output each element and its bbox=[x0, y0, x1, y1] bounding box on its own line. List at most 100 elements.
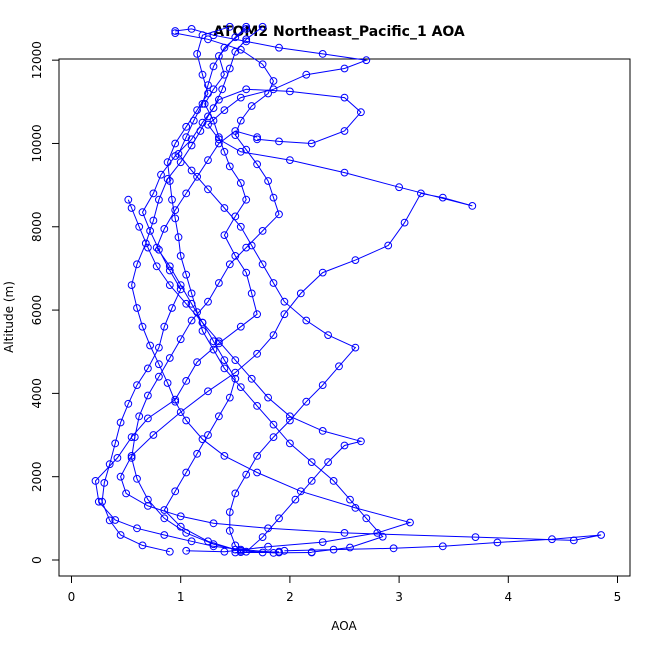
data-point bbox=[168, 304, 176, 312]
data-point bbox=[247, 241, 256, 250]
data-point bbox=[597, 531, 605, 539]
data-point bbox=[258, 533, 267, 541]
data-point bbox=[242, 145, 251, 154]
data-point bbox=[135, 412, 144, 421]
data-point bbox=[242, 243, 251, 252]
data-point bbox=[187, 25, 196, 33]
data-point bbox=[340, 127, 349, 135]
data-point bbox=[187, 316, 196, 325]
data-point bbox=[127, 281, 136, 290]
data-point bbox=[384, 241, 393, 250]
data-point bbox=[215, 135, 223, 144]
data-point bbox=[215, 337, 223, 346]
data-point bbox=[220, 364, 229, 373]
data-point bbox=[253, 468, 262, 477]
data-point bbox=[253, 349, 262, 358]
data-point bbox=[130, 433, 139, 442]
data-point bbox=[155, 245, 163, 254]
data-point bbox=[438, 193, 447, 202]
data-point bbox=[160, 514, 169, 523]
x-axis: 0 1 2 3 4 5 bbox=[68, 575, 621, 604]
data-point bbox=[324, 458, 333, 467]
data-point bbox=[176, 335, 185, 344]
data-point bbox=[187, 166, 196, 175]
data-point bbox=[152, 243, 161, 252]
data-point bbox=[471, 533, 480, 541]
data-point bbox=[395, 183, 404, 192]
data-point bbox=[182, 122, 191, 131]
data-point bbox=[165, 262, 174, 271]
data-point bbox=[548, 535, 556, 544]
data-point bbox=[280, 546, 289, 555]
data-point bbox=[155, 360, 163, 369]
data-point bbox=[242, 37, 251, 46]
data-point bbox=[198, 70, 207, 79]
y-tick-label: 4000 bbox=[30, 378, 44, 409]
data-point bbox=[335, 362, 343, 371]
chart-title: ATOM2 Northeast_Pacific_1 AOA bbox=[213, 24, 465, 40]
data-point bbox=[220, 147, 229, 156]
data-point bbox=[165, 281, 174, 290]
data-series bbox=[163, 22, 387, 556]
data-point bbox=[152, 262, 161, 271]
data-point bbox=[204, 112, 212, 121]
data-point bbox=[247, 102, 256, 110]
data-point bbox=[187, 537, 196, 546]
data-point bbox=[231, 489, 240, 498]
data-point bbox=[264, 542, 273, 551]
data-point bbox=[362, 56, 371, 65]
data-point bbox=[165, 354, 174, 362]
data-point bbox=[204, 297, 212, 306]
data-point bbox=[264, 177, 273, 185]
data-point bbox=[165, 177, 174, 185]
data-point bbox=[144, 502, 152, 510]
data-point bbox=[286, 87, 294, 96]
data-point bbox=[242, 22, 251, 31]
data-point bbox=[220, 106, 229, 114]
data-point bbox=[171, 397, 180, 406]
data-point bbox=[236, 548, 245, 556]
data-point bbox=[307, 139, 316, 148]
data-point bbox=[91, 477, 100, 485]
data-point bbox=[176, 512, 185, 521]
data-point bbox=[247, 374, 256, 383]
data-point bbox=[193, 449, 202, 458]
data-point bbox=[302, 70, 311, 79]
data-point bbox=[165, 547, 174, 556]
y-axis: 0 2000 4000 6000 8000 10000 12000 bbox=[30, 41, 60, 564]
data-point bbox=[160, 322, 169, 331]
data-series bbox=[91, 22, 283, 557]
data-point bbox=[127, 204, 136, 212]
data-point bbox=[144, 495, 152, 504]
data-point bbox=[225, 162, 234, 171]
y-axis-label: Altitude (m) bbox=[2, 281, 16, 353]
data-point bbox=[215, 95, 223, 104]
data-point bbox=[231, 368, 240, 377]
data-point bbox=[275, 514, 283, 523]
data-point bbox=[275, 547, 283, 556]
data-point bbox=[302, 397, 311, 406]
data-point bbox=[189, 116, 198, 125]
data-point bbox=[275, 137, 283, 146]
data-point bbox=[329, 477, 338, 485]
data-point bbox=[204, 387, 212, 396]
data-point bbox=[258, 60, 267, 69]
data-point bbox=[318, 381, 327, 390]
data-point bbox=[253, 135, 262, 144]
data-point bbox=[116, 418, 125, 427]
data-point bbox=[236, 383, 245, 392]
data-point bbox=[215, 139, 223, 148]
data-point bbox=[357, 437, 365, 446]
data-point bbox=[204, 156, 212, 165]
data-point bbox=[182, 133, 191, 142]
data-point bbox=[400, 218, 409, 227]
data-point bbox=[176, 252, 185, 260]
data-point bbox=[389, 544, 398, 553]
data-point bbox=[236, 116, 245, 125]
data-point bbox=[215, 279, 223, 287]
data-point bbox=[209, 116, 218, 125]
data-point bbox=[307, 548, 316, 556]
data-point bbox=[127, 454, 136, 462]
series-line bbox=[131, 88, 412, 553]
